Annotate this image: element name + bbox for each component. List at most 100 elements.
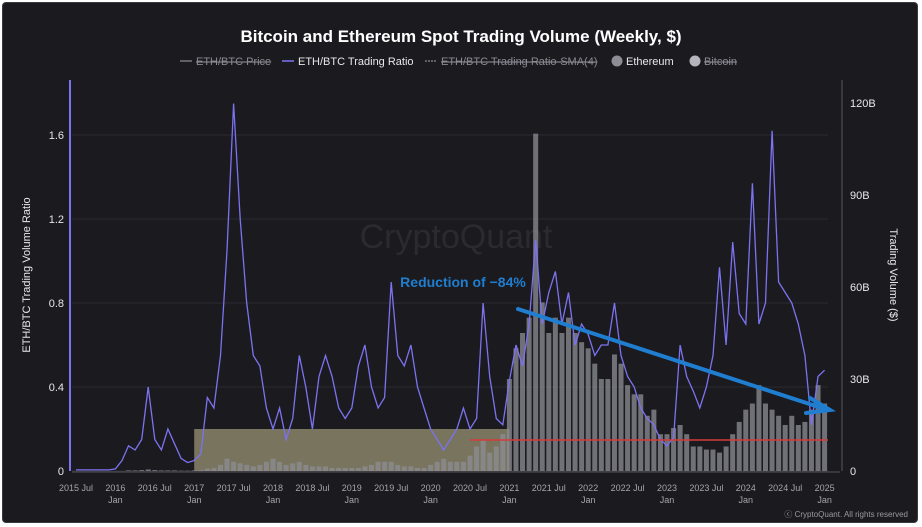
ethereum-bar bbox=[677, 425, 683, 471]
ethereum-bar bbox=[756, 385, 762, 471]
gridlines bbox=[72, 134, 828, 472]
y-left-tick: 1.2 bbox=[49, 214, 64, 226]
ethereum-bar bbox=[441, 458, 447, 471]
x-tick-sublabel: Jan bbox=[739, 495, 754, 505]
ethereum-bar bbox=[362, 466, 368, 471]
x-tick-label: 2019 bbox=[342, 483, 362, 493]
ethereum-bar bbox=[690, 446, 696, 471]
y-right-tick: 0 bbox=[850, 466, 856, 478]
x-tick-label: 2021 bbox=[499, 483, 519, 493]
legend-item[interactable]: ETH/BTC Trading Ratio-SMA(4) bbox=[425, 56, 597, 68]
ethereum-bar bbox=[736, 421, 742, 471]
watermark: CryptoQuant bbox=[360, 218, 553, 256]
reduction-arrow bbox=[516, 307, 836, 415]
ethereum-bar bbox=[664, 434, 670, 471]
copyright: ⓒ CryptoQuant. All rights reserved bbox=[784, 510, 908, 519]
ethereum-bar bbox=[132, 470, 138, 471]
ethereum-bar bbox=[493, 446, 499, 471]
ethereum-bar bbox=[434, 461, 440, 471]
ethereum-bar bbox=[598, 379, 604, 471]
ethereum-bar bbox=[717, 452, 723, 471]
x-tick-sublabel: Jan bbox=[266, 495, 281, 505]
ethereum-bar bbox=[198, 470, 204, 471]
x-tick-label: 2020 Jul bbox=[453, 483, 487, 493]
ethereum-bar bbox=[309, 466, 315, 471]
ethereum-bar bbox=[395, 464, 401, 471]
ethereum-bar bbox=[585, 348, 591, 471]
y-left-tick: 0 bbox=[58, 466, 64, 478]
ethereum-bar bbox=[126, 470, 132, 471]
ethereum-bar bbox=[447, 461, 453, 471]
ethereum-bar bbox=[231, 461, 237, 471]
ethereum-bar bbox=[270, 458, 276, 471]
ethereum-bar bbox=[303, 464, 309, 471]
x-tick-label: 2023 Jul bbox=[689, 483, 723, 493]
x-tick-label: 2022 Jul bbox=[611, 483, 645, 493]
ethereum-bar bbox=[710, 449, 716, 471]
x-tick-label: 2015 Jul bbox=[59, 483, 93, 493]
ethereum-bar bbox=[204, 468, 210, 471]
ethereum-bar bbox=[290, 463, 296, 471]
ethereum-bar bbox=[552, 317, 558, 471]
ethereum-bar bbox=[763, 403, 768, 471]
ethereum-bar bbox=[460, 461, 466, 471]
arrow-shaft bbox=[516, 307, 830, 412]
legend-item[interactable]: Bitcoin bbox=[689, 55, 738, 69]
x-tick-label: 2017 bbox=[184, 483, 204, 493]
ethereum-bar bbox=[263, 461, 269, 471]
ethereum-bar bbox=[139, 470, 145, 471]
ethereum-bar bbox=[782, 425, 788, 471]
x-tick-label: 2017 Jul bbox=[217, 483, 251, 493]
ethereum-bar bbox=[749, 403, 755, 471]
y-left-tick: 0.4 bbox=[49, 382, 64, 394]
ethereum-bar bbox=[513, 348, 519, 471]
ethereum-bar bbox=[158, 470, 164, 471]
legend-item[interactable]: ETH/BTC Trading Ratio bbox=[282, 56, 414, 68]
ethereum-bar bbox=[152, 470, 158, 471]
ethereum-bar bbox=[145, 469, 151, 471]
x-tick-label: 2016 Jul bbox=[138, 483, 172, 493]
ethereum-bar bbox=[237, 463, 243, 471]
reduction-label: Reduction of −84% bbox=[400, 274, 526, 290]
arrow-head bbox=[804, 396, 836, 415]
ethereum-bar bbox=[244, 464, 250, 471]
y-right-tick: 90B bbox=[850, 190, 870, 202]
ethereum-bar bbox=[546, 333, 552, 471]
legend-label: ETH/BTC Trading Ratio-SMA(4) bbox=[441, 56, 597, 68]
ethereum-bar bbox=[316, 466, 322, 471]
x-tick-sublabel: Jan bbox=[817, 495, 832, 505]
x-tick-sublabel: Jan bbox=[581, 495, 596, 505]
legend-item[interactable]: Ethereum bbox=[611, 55, 674, 69]
x-tick-label: 2016 bbox=[105, 483, 125, 493]
legend-label: ETH/BTC Trading Ratio bbox=[298, 56, 414, 68]
ethereum-bar bbox=[329, 467, 335, 471]
ethereum-bar bbox=[172, 470, 177, 471]
x-tick-label: 2021 Jul bbox=[532, 483, 566, 493]
ethereum-bar bbox=[388, 461, 394, 471]
x-tick-sublabel: Jan bbox=[108, 495, 123, 505]
ethereum-bar bbox=[802, 421, 808, 471]
y-left-tick: 1.6 bbox=[49, 130, 64, 142]
ethereum-bar bbox=[566, 317, 571, 471]
legend-item[interactable]: ETH/BTC Price bbox=[180, 56, 271, 68]
ethereum-bar bbox=[165, 470, 171, 471]
x-tick-sublabel: Jan bbox=[423, 495, 438, 505]
ethereum-bar bbox=[822, 403, 828, 471]
legend-dot-icon bbox=[689, 55, 701, 67]
ethereum-bar bbox=[631, 394, 637, 471]
chart-title: Bitcoin and Ethereum Spot Trading Volume… bbox=[240, 27, 681, 46]
x-tick-label: 2024 Jul bbox=[768, 483, 802, 493]
ethereum-bar bbox=[217, 464, 223, 471]
legend[interactable]: ETH/BTC Price ETH/BTC Trading Ratio ETH/BT… bbox=[180, 55, 738, 69]
ethereum-bar bbox=[355, 467, 361, 471]
x-tick-label: 2019 Jul bbox=[374, 483, 408, 493]
x-tick-sublabel: Jan bbox=[660, 495, 675, 505]
ethereum-bar bbox=[342, 467, 348, 471]
ethereum-bar bbox=[723, 446, 729, 471]
legend-label: ETH/BTC Price bbox=[196, 56, 271, 68]
ethereum-bar bbox=[369, 464, 374, 471]
ethereum-bar bbox=[296, 461, 302, 471]
ethereum-bar bbox=[421, 467, 427, 471]
ethereum-bar bbox=[684, 434, 690, 471]
